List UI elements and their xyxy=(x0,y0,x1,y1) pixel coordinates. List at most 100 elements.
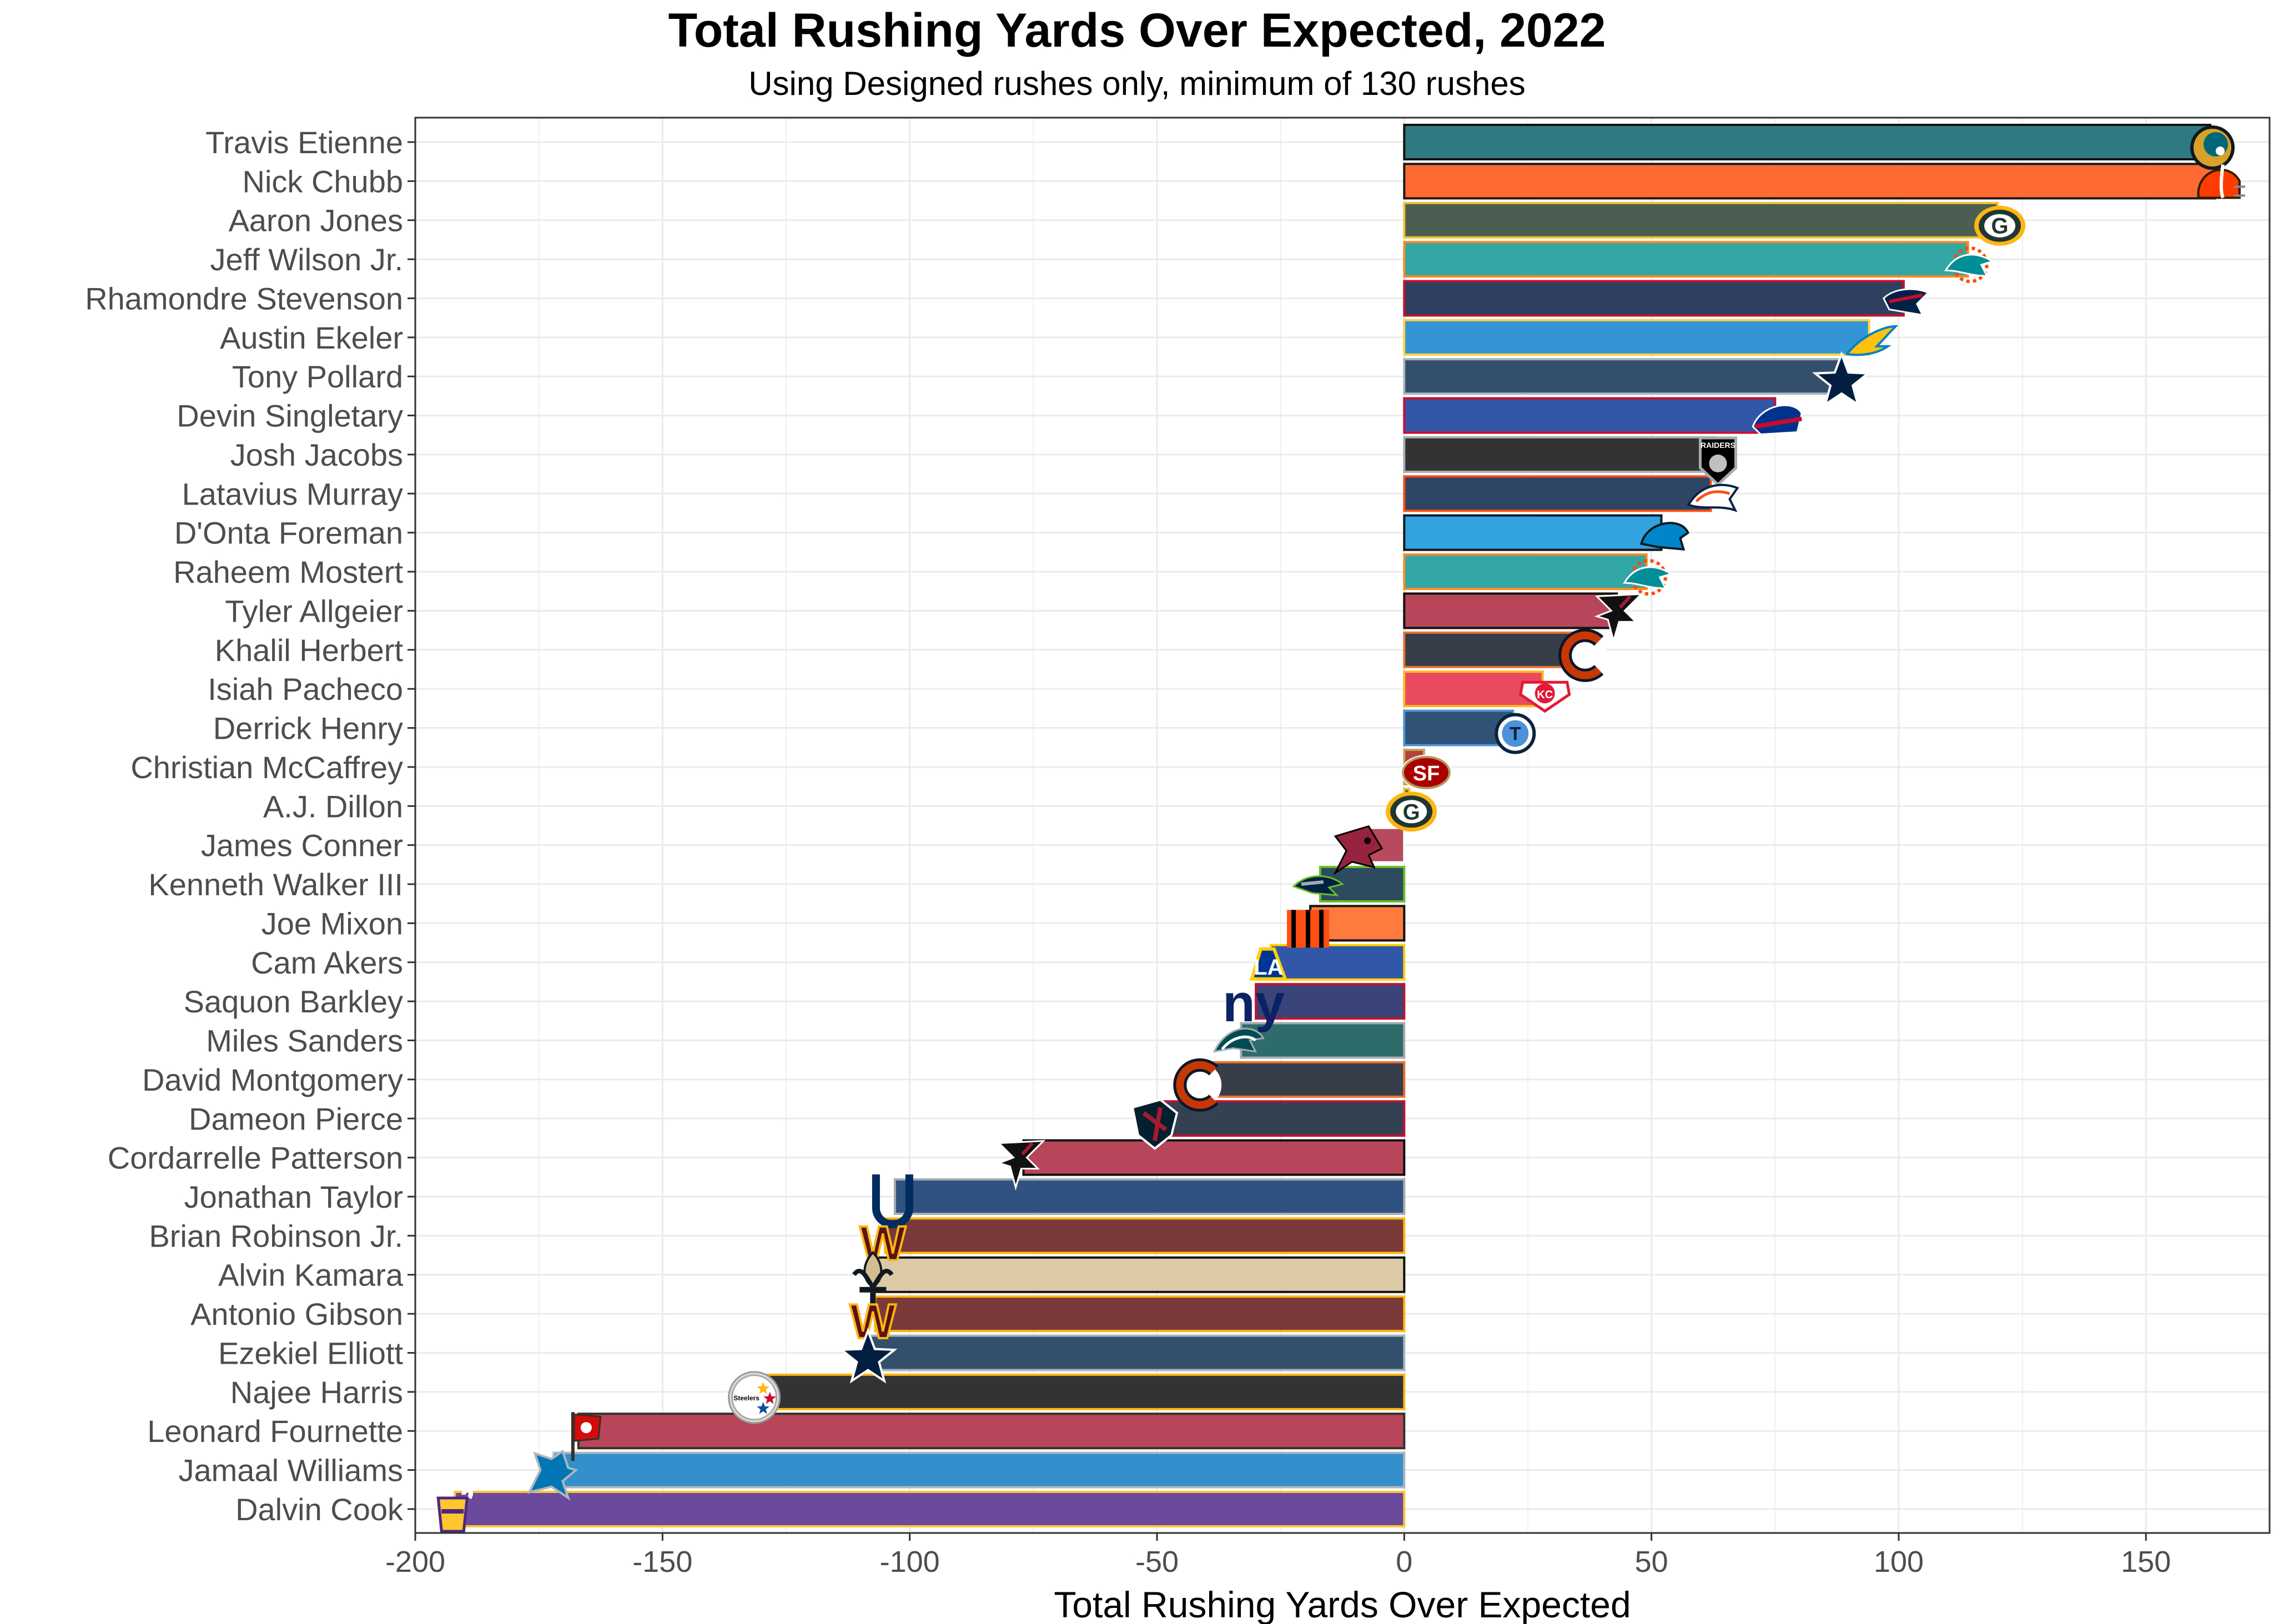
titans-icon: T xyxy=(1495,713,1536,754)
y-tick-label: Antonio Gibson xyxy=(190,1297,403,1332)
chargers-bolt-icon xyxy=(1844,325,1899,356)
colts-horseshoe-icon xyxy=(872,1174,913,1228)
bar-jonathan-taylor xyxy=(893,1178,1406,1215)
x-tick-label: -100 xyxy=(880,1545,940,1578)
bar-nick-chubb xyxy=(1403,163,2217,200)
bar-antonio-gibson xyxy=(874,1295,1406,1333)
bar-alvin-kamara xyxy=(874,1256,1406,1293)
y-tick-label: James Conner xyxy=(201,828,403,863)
y-tick-label: Devin Singletary xyxy=(177,399,403,433)
svg-text:KC: KC xyxy=(1537,689,1553,701)
bar-travis-etienne xyxy=(1403,124,2212,160)
y-tick-label: Jamaal Williams xyxy=(179,1453,404,1488)
broncos-icon xyxy=(1687,483,1739,512)
y-tick-label: Jonathan Taylor xyxy=(184,1179,403,1214)
y-tick-label: Rhamondre Stevenson xyxy=(85,281,403,316)
patriots-icon xyxy=(1883,288,1930,316)
cowboys-star-icon xyxy=(838,1327,898,1384)
bar-jeff-wilson-jr xyxy=(1403,241,1969,278)
bar-david-montgomery xyxy=(1200,1061,1406,1098)
chart-title: Total Rushing Yards Over Expected, 2022 xyxy=(668,4,1606,57)
svg-text:LA: LA xyxy=(1254,955,1283,980)
bar-tyler-allgeier xyxy=(1403,592,1618,629)
bar-cordarrelle-patterson xyxy=(1022,1139,1406,1176)
bar-najee-harris xyxy=(755,1373,1406,1410)
bar-derrick-henry xyxy=(1403,709,1515,747)
dolphins-icon xyxy=(1944,246,1995,284)
bears-c-icon xyxy=(1558,628,1607,682)
y-tick-label: David Montgomery xyxy=(142,1062,403,1097)
y-tick-label: D'Onta Foreman xyxy=(174,516,403,551)
bar-isiah-pacheco xyxy=(1403,670,1544,708)
rams-la-icon: LA xyxy=(1249,947,1288,981)
bar-jamaal-williams xyxy=(552,1451,1406,1489)
bar-tony-pollard xyxy=(1403,358,1841,395)
svg-text:T: T xyxy=(1510,724,1521,745)
x-tick-label: -150 xyxy=(632,1545,692,1578)
y-tick-label: Saquon Barkley xyxy=(184,984,403,1019)
bar-miles-sanders xyxy=(1240,1022,1406,1059)
y-tick-label: Jeff Wilson Jr. xyxy=(210,242,403,277)
x-tick-label: -200 xyxy=(385,1545,445,1578)
packers-g-icon: G xyxy=(1386,791,1437,832)
y-tick-label: Brian Robinson Jr. xyxy=(149,1218,403,1253)
bar-brian-robinson-jr xyxy=(884,1217,1406,1254)
x-tick-label: 150 xyxy=(2121,1545,2171,1578)
y-tick-label: Aaron Jones xyxy=(229,203,403,238)
svg-text:RAIDERS: RAIDERS xyxy=(1701,441,1735,450)
y-tick-label: Ezekiel Elliott xyxy=(218,1335,403,1370)
lions-icon xyxy=(527,1449,578,1501)
bar-rhamondre-stevenson xyxy=(1403,280,1905,317)
cardinals-icon xyxy=(1333,825,1383,876)
bills-icon xyxy=(1752,404,1803,436)
commanders-w-icon: W xyxy=(849,1293,897,1350)
y-tick-label: Tyler Allgeier xyxy=(225,593,403,628)
y-tick-label: Kenneth Walker III xyxy=(148,867,403,902)
y-tick-label: Cordarrelle Patterson xyxy=(108,1141,403,1176)
vikings-icon xyxy=(432,1487,473,1533)
svg-text:ny: ny xyxy=(1222,974,1285,1033)
panthers-icon xyxy=(1640,522,1690,551)
bar-devin-singletary xyxy=(1403,397,1777,434)
jaguars-icon xyxy=(2190,125,2235,170)
seahawks-icon xyxy=(1292,875,1345,896)
chiefs-arrowhead-icon: KC xyxy=(1518,680,1571,713)
x-tick-label: -50 xyxy=(1135,1545,1179,1578)
x-axis: -200 -150 -100 -50 0 50 100 150 xyxy=(385,1533,2171,1578)
saints-fleur-icon xyxy=(852,1250,894,1305)
y-tick-label: Miles Sanders xyxy=(206,1023,403,1058)
y-axis: Travis Etienne Nick Chubb Aaron Jones Jeff … xyxy=(85,125,415,1527)
49ers-oval-icon: SF xyxy=(1401,754,1452,790)
bar-layer xyxy=(454,124,2217,1527)
raiders-shield-icon: RAIDERS xyxy=(1699,436,1737,487)
y-tick-label: Alvin Kamara xyxy=(218,1258,404,1293)
texans-icon xyxy=(1131,1098,1179,1150)
x-tick-label: 50 xyxy=(1635,1545,1668,1578)
y-tick-label: Derrick Henry xyxy=(213,711,403,746)
y-tick-label: Nick Chubb xyxy=(243,164,403,199)
giants-ny-icon: ny xyxy=(1222,974,1285,1033)
bar-dalvin-cook xyxy=(454,1490,1406,1527)
bengals-icon xyxy=(1287,910,1330,948)
bears-c-icon xyxy=(1173,1058,1222,1112)
x-tick-label: 100 xyxy=(1874,1545,1924,1578)
falcons-icon xyxy=(1594,593,1644,644)
y-tick-label: Cam Akers xyxy=(251,945,403,980)
y-tick-label: Tony Pollard xyxy=(232,359,403,394)
bar-leonard-fournette xyxy=(577,1413,1406,1450)
eagles-icon xyxy=(1213,1027,1265,1053)
plot-frame xyxy=(414,117,2271,1534)
browns-helmet-icon xyxy=(2197,164,2245,199)
x-axis-title: Total Rushing Yards Over Expected xyxy=(1054,1584,1631,1624)
steelers-icon: Steelers xyxy=(728,1371,781,1424)
dolphins-icon xyxy=(1623,559,1673,596)
cowboys-star-icon xyxy=(1812,351,1871,407)
bar-ezekiel-elliott xyxy=(869,1334,1406,1371)
bar-raheem-mostert xyxy=(1403,553,1648,591)
chart-subtitle: Using Designed rushes only, minimum of 1… xyxy=(748,65,1526,102)
svg-text:G: G xyxy=(1991,214,2009,239)
y-tick-label: Isiah Pacheco xyxy=(208,672,403,707)
y-tick-label: Khalil Herbert xyxy=(215,633,404,668)
